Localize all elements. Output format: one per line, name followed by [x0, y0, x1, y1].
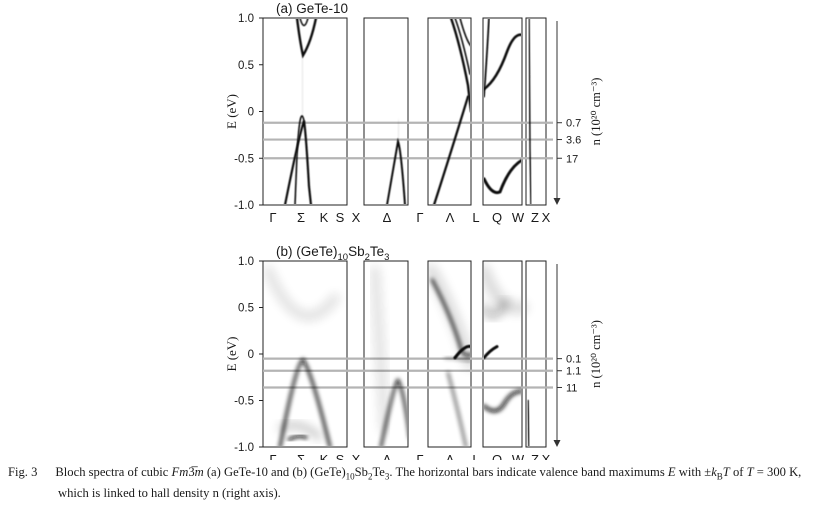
n-tick-label: 11 [566, 382, 577, 394]
kpoint-label: X [542, 210, 551, 225]
caption-text-7: of [729, 465, 747, 479]
band-panel [482, 17, 523, 206]
n-axis-label: n (10²⁰ cm⁻³) [589, 320, 603, 388]
kpoint-label: L [472, 210, 479, 225]
kpoint-label: Γ [416, 210, 423, 225]
band-curve [425, 264, 476, 370]
band-curve [264, 265, 340, 322]
caption-text-2: (a) GeTe-10 and (b) (GeTe) [203, 465, 346, 479]
band-panel [363, 17, 409, 206]
y-axis-label: E (eV) [224, 94, 239, 129]
band-curve [528, 19, 532, 204]
y-tick-label: 0.5 [238, 303, 254, 315]
figure: 1.0 0.5 0 -0.5 -1.0 E (eV) 0.7 3.6 17 n (10²⁰ cm⁻… [224, 1, 603, 467]
kpoint-label: X [352, 452, 361, 460]
kpoint-label: Δ [383, 452, 392, 460]
kpoint-label: S [336, 210, 345, 225]
n-tick-label: 0.7 [566, 118, 581, 130]
band-curve [370, 265, 390, 434]
caption-label: Fig. 3 [8, 465, 38, 479]
band-curve [432, 95, 470, 204]
kpoint-label: Λ [446, 452, 455, 460]
band-curves [283, 19, 532, 204]
y-tick-label: 0 [248, 107, 254, 119]
caption-text-1: Bloch spectra of cubic [55, 465, 172, 479]
panel-title: (b) (GeTe)10Sb2Te3 [276, 244, 389, 263]
band-curve [295, 19, 318, 59]
band-curve [449, 19, 473, 113]
panel-title: (a) GeTe-10 [276, 1, 348, 16]
panel-a: 1.0 0.5 0 -0.5 -1.0 E (eV) 0.7 3.6 17 n (10²⁰ cm⁻… [224, 1, 603, 225]
caption-text-8: = 300 K, [753, 465, 802, 479]
kpoint-label: Γ [416, 452, 423, 460]
kpoint-label: Σ [297, 452, 305, 460]
kpoint-label: Z [531, 210, 539, 225]
n-axis-arrow [553, 198, 561, 205]
caption-text-6: with ± [675, 465, 712, 479]
band-curve [301, 54, 304, 116]
band-curve [379, 378, 412, 446]
band-curve [444, 356, 472, 363]
caption-text-3: Sb [354, 465, 368, 479]
y-tick-label: -0.5 [234, 153, 254, 165]
kpoint-label: W [512, 452, 525, 460]
band-curve [482, 158, 524, 195]
band-curve [482, 33, 524, 91]
band-curve [483, 19, 490, 98]
band-curve [454, 19, 471, 75]
kpoint-label: Λ [446, 210, 455, 225]
kpoint-label: Γ [269, 210, 276, 225]
kpoint-label: Q [492, 452, 502, 460]
band-curves [264, 264, 530, 446]
band-panel [525, 260, 547, 448]
band-curve [446, 371, 468, 446]
band-curve [299, 19, 309, 27]
y-tick-label: 1.0 [238, 13, 254, 25]
n-tick-label: 3.6 [566, 135, 581, 147]
kpoint-label: X [542, 452, 551, 460]
y-axis-label: E (eV) [224, 336, 239, 371]
band-curve [278, 423, 322, 440]
n-axis-label: n (10²⁰ cm⁻³) [589, 78, 603, 146]
y-tick-label: -1.0 [234, 200, 254, 212]
kpoint-label: Δ [383, 210, 392, 225]
band-curve [527, 399, 530, 446]
band-curve [482, 345, 499, 360]
band-curve [294, 115, 305, 204]
caption-line-2: which is linked to hall density n (right… [58, 485, 281, 500]
kpoint-label: W [512, 210, 525, 225]
band-curve [453, 344, 473, 360]
band-curve [481, 298, 508, 319]
kpoint-label: Γ [269, 452, 276, 460]
caption-text-5: . The horizontal bars indicate valence b… [389, 465, 668, 479]
n-axis-arrow [553, 440, 561, 447]
y-tick-label: -0.5 [234, 396, 254, 408]
band-curve [287, 434, 308, 441]
n-tick-label: 17 [566, 153, 578, 165]
kpoint-label: L [472, 452, 479, 460]
band-panel [262, 17, 348, 206]
band-curve [482, 389, 524, 413]
caption-text-4: Te [372, 465, 385, 479]
n-tick-label: 0.1 [566, 354, 581, 366]
y-tick-label: -1.0 [234, 442, 254, 454]
kpoint-label: S [336, 452, 345, 460]
kpoint-label: Z [531, 452, 539, 460]
kpoint-label: K [320, 452, 329, 460]
kpoint-label: Q [492, 210, 502, 225]
kpoint-label: X [352, 210, 361, 225]
band-curve [278, 357, 332, 446]
panel-b: 1.0 0.5 0 -0.5 -1.0 E (eV) 0.11.1 11 n (10²⁰ cm⁻… [224, 244, 603, 467]
y-tick-label: 0.5 [238, 60, 254, 72]
n-tick-label: 1.1 [566, 366, 581, 378]
band-curve [478, 264, 528, 315]
y-tick-label: 1.0 [238, 256, 254, 268]
y-tick-label: 0 [248, 349, 254, 361]
kpoint-label: Σ [297, 210, 305, 225]
figure-caption: Fig. 3 Bloch spectra of cubic Fm3̅m (a) G… [8, 464, 834, 501]
kpoint-label: K [320, 210, 329, 225]
band-curve [397, 120, 400, 142]
